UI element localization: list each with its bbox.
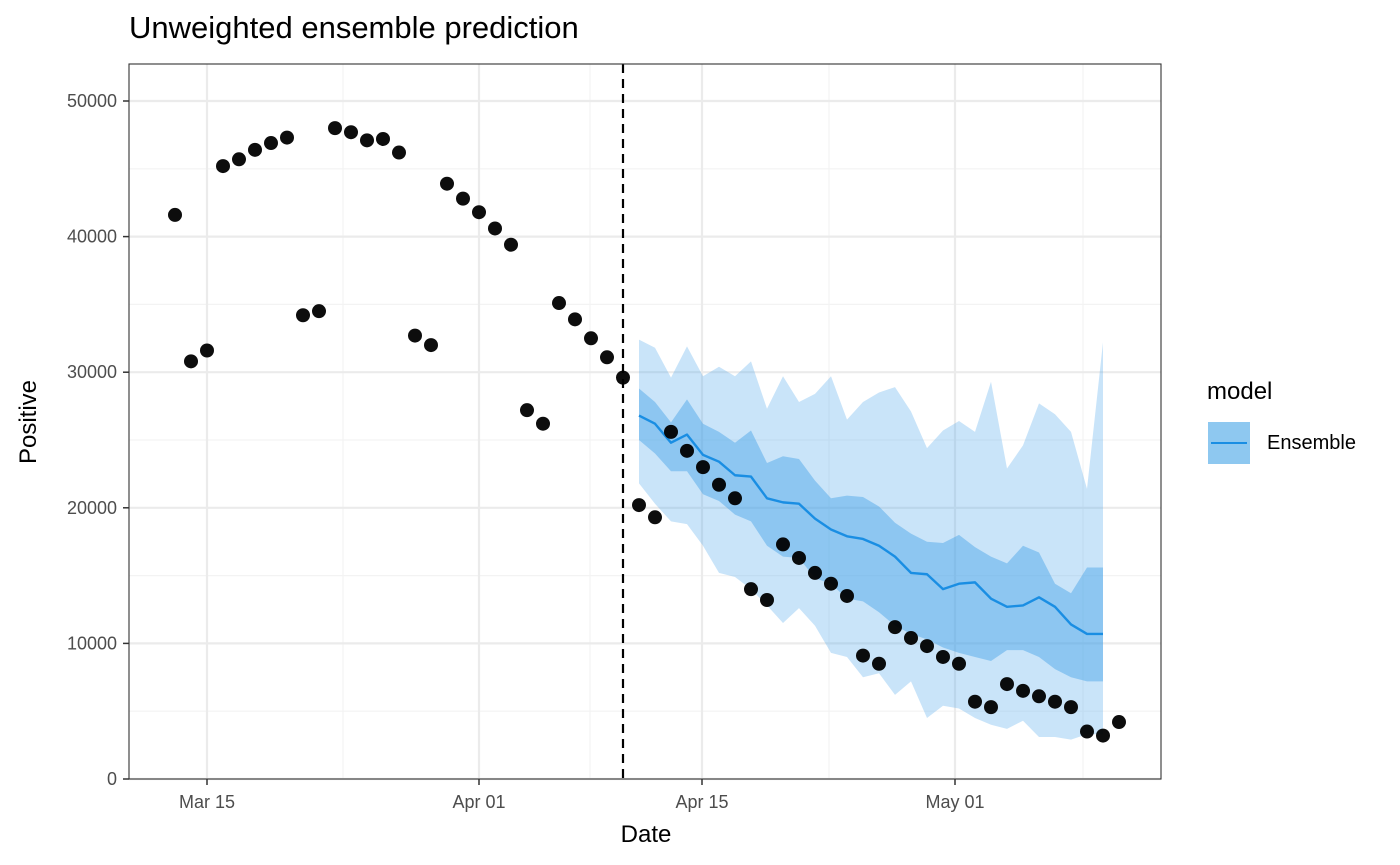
major-gridlines bbox=[129, 64, 1161, 781]
legend-key-ensemble bbox=[1208, 422, 1250, 464]
y-axis-label: Positive bbox=[15, 380, 42, 464]
svg-text:Apr 01: Apr 01 bbox=[452, 792, 505, 812]
observed-points bbox=[168, 121, 1126, 743]
x-axis-label: Date bbox=[621, 821, 672, 848]
legend-line-icon bbox=[1211, 442, 1247, 444]
svg-text:20000: 20000 bbox=[67, 498, 117, 518]
svg-text:Mar 15: Mar 15 bbox=[179, 792, 235, 812]
svg-text:50000: 50000 bbox=[67, 91, 117, 111]
x-axis: Mar 15 Apr 01 Apr 15 May 01 bbox=[179, 779, 985, 812]
minor-gridlines bbox=[129, 64, 1161, 779]
svg-text:30000: 30000 bbox=[67, 362, 117, 382]
legend-label-ensemble: Ensemble bbox=[1267, 432, 1356, 454]
prediction-bands bbox=[638, 339, 1103, 740]
svg-text:0: 0 bbox=[107, 769, 117, 789]
svg-text:40000: 40000 bbox=[67, 227, 117, 247]
y-axis: 0 10000 20000 30000 40000 50000 bbox=[67, 91, 129, 789]
svg-text:Apr 15: Apr 15 bbox=[675, 792, 728, 812]
legend-title: model bbox=[1207, 378, 1273, 405]
panel-border bbox=[128, 63, 1162, 780]
svg-text:10000: 10000 bbox=[67, 633, 117, 653]
svg-text:May 01: May 01 bbox=[925, 792, 984, 812]
chart-title: Unweighted ensemble prediction bbox=[129, 10, 579, 45]
